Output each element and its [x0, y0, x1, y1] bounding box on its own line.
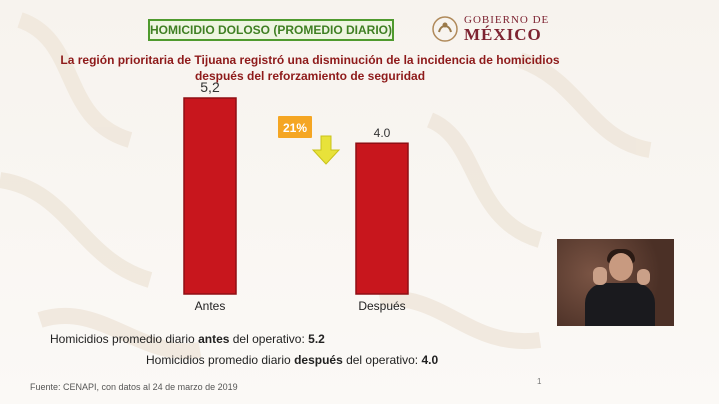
bar-chart: 5,2 Antes 4.0 Después 21% [183, 82, 409, 313]
category-label-después: Después [358, 299, 405, 313]
stat2-mid: del operativo: [342, 353, 422, 367]
change-badge-label: 21% [283, 121, 307, 135]
stat1-bold: antes [198, 332, 230, 346]
headline-line1: La región prioritaria de Tijuana registr… [60, 53, 560, 67]
headline-line2: después del reforzamiento de seguridad [194, 69, 426, 83]
page-number: 1 [537, 377, 542, 386]
stat2-value: 4.0 [421, 353, 439, 367]
coat-of-arms-icon [432, 16, 458, 42]
gobierno-logo: GOBIERNO DE MÉXICO [432, 12, 552, 46]
interpreter-hand-left [593, 267, 607, 285]
bar-antes [183, 97, 237, 295]
stat-antes: Homicidios promedio diario antes del ope… [50, 332, 325, 346]
bar-después [355, 142, 409, 295]
logo-line2: MÉXICO [464, 25, 542, 44]
slide-title: HOMICIDIO DOLOSO (PROMEDIO DIARIO) [148, 19, 394, 41]
headline: La región prioritaria de Tijuana registr… [40, 52, 580, 84]
stat1-prefix: Homicidios promedio diario [50, 332, 199, 346]
logo-line1: GOBIERNO DE [464, 14, 550, 26]
value-label-antes: 5,2 [200, 82, 220, 95]
value-label-después: 4.0 [374, 126, 391, 140]
stat2-prefix: Homicidios promedio diario [146, 353, 295, 367]
stat2-bold: después [294, 353, 343, 367]
slide-title-text: HOMICIDIO DOLOSO (PROMEDIO DIARIO) [150, 23, 392, 37]
interpreter-hand-right [637, 269, 650, 285]
change-badge [278, 116, 312, 138]
category-label-antes: Antes [195, 299, 226, 313]
interpreter-head [609, 253, 633, 281]
sign-language-interpreter-video [557, 239, 674, 326]
stat1-value: 5.2 [308, 332, 325, 346]
stat-despues: Homicidios promedio diario después del o… [146, 353, 438, 367]
interpreter-body [585, 283, 655, 326]
down-arrow-icon [311, 135, 341, 165]
source-footer: Fuente: CENAPI, con datos al 24 de marzo… [30, 382, 238, 392]
stat1-mid: del operativo: [229, 332, 309, 346]
